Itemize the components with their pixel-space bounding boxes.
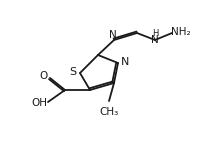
Text: O: O <box>40 71 48 81</box>
Text: S: S <box>69 67 77 77</box>
Text: N: N <box>151 35 159 45</box>
Text: N: N <box>121 57 129 67</box>
Text: H: H <box>152 29 158 38</box>
Text: CH₃: CH₃ <box>99 107 119 117</box>
Text: OH: OH <box>31 98 47 108</box>
Text: NH₂: NH₂ <box>171 27 191 37</box>
Text: N: N <box>109 30 117 40</box>
